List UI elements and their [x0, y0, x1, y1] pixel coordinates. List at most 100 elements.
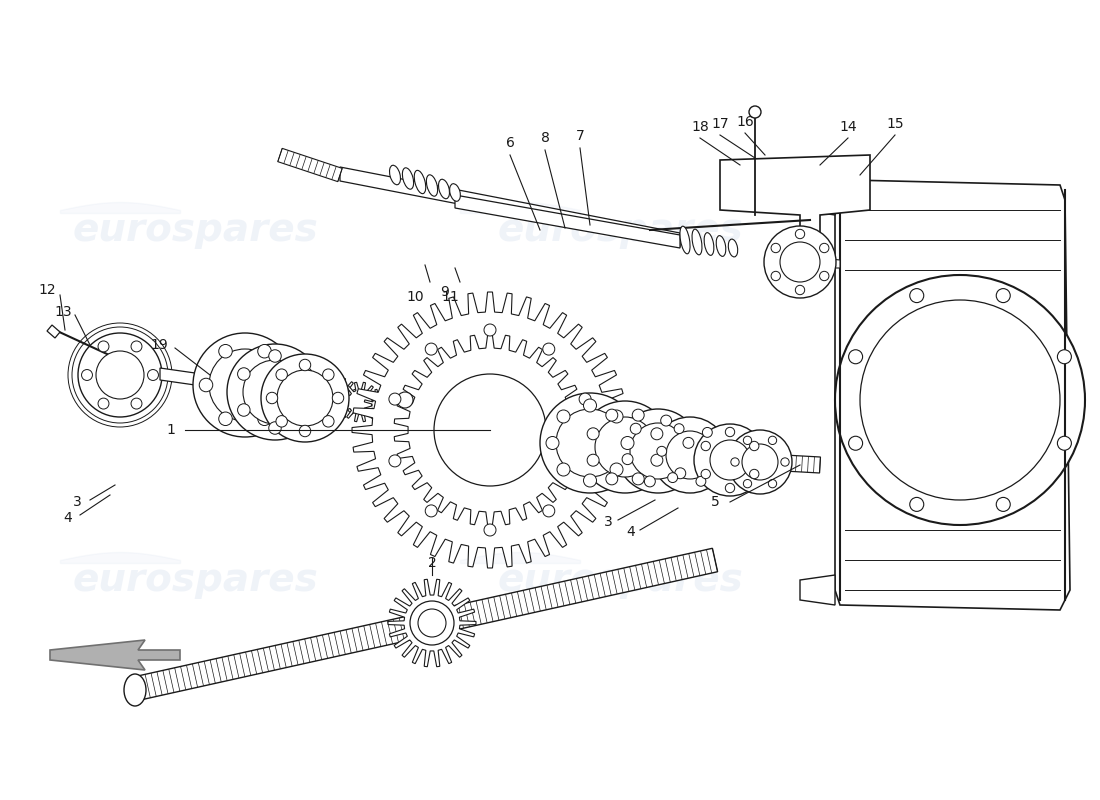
Circle shape	[219, 345, 232, 358]
Circle shape	[595, 417, 654, 477]
Text: 1: 1	[166, 423, 175, 437]
Circle shape	[725, 427, 735, 437]
Circle shape	[1057, 350, 1071, 364]
Circle shape	[583, 474, 596, 487]
Circle shape	[632, 473, 645, 485]
Circle shape	[651, 428, 663, 440]
Circle shape	[484, 324, 496, 336]
Ellipse shape	[415, 170, 426, 194]
Text: 18: 18	[691, 120, 708, 134]
Circle shape	[257, 345, 272, 358]
Circle shape	[768, 479, 777, 488]
Circle shape	[257, 412, 272, 426]
Polygon shape	[729, 452, 821, 473]
Polygon shape	[800, 575, 835, 605]
Circle shape	[276, 416, 287, 427]
Circle shape	[749, 106, 761, 118]
Circle shape	[209, 349, 280, 421]
Circle shape	[484, 524, 496, 536]
Text: 6: 6	[506, 136, 515, 150]
Polygon shape	[340, 167, 680, 247]
Circle shape	[630, 423, 641, 434]
Circle shape	[542, 343, 554, 355]
Circle shape	[795, 286, 805, 294]
Text: eurospares: eurospares	[497, 211, 742, 249]
Text: 9: 9	[441, 285, 450, 299]
Polygon shape	[50, 640, 180, 670]
Ellipse shape	[124, 674, 146, 706]
Circle shape	[674, 468, 685, 478]
Circle shape	[418, 609, 446, 637]
Circle shape	[696, 476, 706, 486]
Circle shape	[820, 243, 829, 253]
Circle shape	[389, 455, 400, 467]
Circle shape	[147, 370, 158, 381]
Circle shape	[277, 378, 290, 392]
Circle shape	[610, 463, 623, 476]
Circle shape	[630, 423, 686, 479]
Circle shape	[219, 412, 232, 426]
Circle shape	[997, 498, 1010, 511]
Ellipse shape	[439, 179, 450, 198]
Circle shape	[227, 344, 323, 440]
Text: 5: 5	[712, 495, 720, 509]
Circle shape	[542, 505, 554, 517]
Circle shape	[744, 479, 751, 488]
Circle shape	[397, 392, 412, 408]
Circle shape	[426, 505, 437, 517]
Ellipse shape	[680, 226, 690, 254]
Circle shape	[657, 446, 667, 456]
Circle shape	[694, 424, 766, 496]
Polygon shape	[278, 148, 342, 182]
Circle shape	[623, 454, 632, 465]
Circle shape	[243, 360, 307, 424]
Circle shape	[725, 483, 735, 493]
Circle shape	[713, 454, 723, 464]
Circle shape	[546, 437, 559, 450]
Circle shape	[300, 368, 312, 380]
Circle shape	[651, 454, 663, 466]
Polygon shape	[364, 390, 396, 421]
Circle shape	[771, 243, 780, 253]
Circle shape	[199, 378, 212, 392]
Circle shape	[795, 230, 805, 238]
Circle shape	[606, 473, 618, 485]
Text: 7: 7	[575, 129, 584, 143]
Circle shape	[668, 473, 678, 482]
Text: 3: 3	[74, 495, 82, 509]
Circle shape	[703, 427, 713, 438]
Circle shape	[587, 454, 600, 466]
Text: 16: 16	[736, 115, 754, 129]
Ellipse shape	[728, 239, 738, 257]
Circle shape	[268, 422, 282, 434]
Ellipse shape	[450, 184, 461, 202]
Text: eurospares: eurospares	[497, 561, 742, 599]
Circle shape	[131, 341, 142, 352]
Circle shape	[238, 404, 250, 416]
Circle shape	[610, 410, 623, 423]
Circle shape	[299, 426, 310, 437]
Circle shape	[98, 341, 109, 352]
Circle shape	[632, 409, 645, 421]
Circle shape	[238, 368, 250, 380]
Circle shape	[661, 415, 672, 426]
Text: 11: 11	[441, 290, 459, 304]
Ellipse shape	[692, 229, 702, 255]
Circle shape	[583, 399, 596, 412]
Circle shape	[749, 442, 759, 450]
Polygon shape	[388, 579, 476, 666]
Circle shape	[300, 404, 312, 416]
Circle shape	[848, 350, 862, 364]
Polygon shape	[47, 325, 60, 338]
Polygon shape	[800, 185, 835, 215]
Circle shape	[730, 458, 739, 466]
Circle shape	[606, 409, 618, 421]
Polygon shape	[835, 180, 1070, 610]
Circle shape	[666, 431, 714, 479]
Circle shape	[710, 440, 750, 480]
Circle shape	[835, 275, 1085, 525]
Circle shape	[579, 401, 671, 493]
Text: eurospares: eurospares	[73, 561, 318, 599]
Circle shape	[266, 392, 277, 404]
Circle shape	[768, 436, 777, 445]
